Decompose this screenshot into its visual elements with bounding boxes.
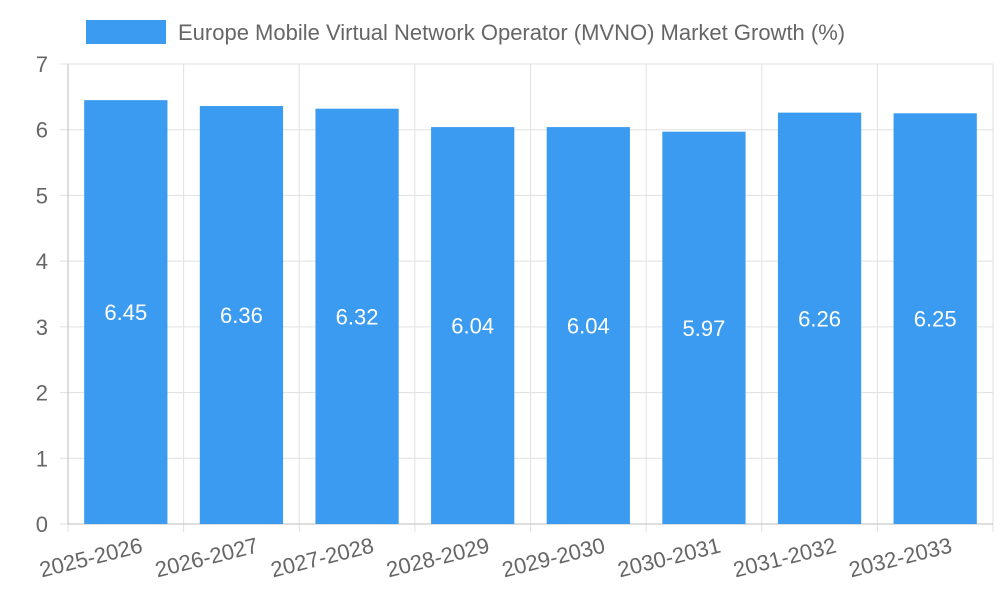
y-tick-label: 1 (36, 446, 48, 471)
bar-2027-2028[interactable] (315, 108, 399, 524)
bars: 6.45 6.36 6.32 6.04 6.04 5.97 6.26 6.25 (84, 100, 977, 525)
bar-value-label: 6.36 (220, 303, 263, 328)
bar-value-label: 6.26 (798, 306, 841, 331)
bar-value-label: 6.45 (104, 300, 147, 325)
x-tick-label: 2028-2029 (384, 533, 492, 583)
bar-2026-2027[interactable] (199, 106, 284, 525)
legend-label: Europe Mobile Virtual Network Operator (… (178, 20, 845, 45)
x-tick-label: 2030-2031 (615, 533, 723, 583)
bar-2028-2029[interactable] (431, 127, 515, 524)
bar-value-label: 6.04 (567, 314, 610, 339)
y-tick-label: 0 (36, 512, 48, 537)
legend-swatch (86, 20, 166, 44)
x-tick-label: 2027-2028 (268, 533, 376, 583)
bar-value-label: 6.32 (336, 304, 379, 329)
x-tick-label: 2032-2033 (846, 533, 954, 583)
y-tick-label: 3 (36, 315, 48, 340)
y-tick-label: 7 (36, 52, 48, 77)
y-tick-label: 6 (36, 118, 48, 143)
bar-2032-2033[interactable] (893, 113, 977, 525)
y-tick-label: 4 (36, 249, 48, 274)
bar-value-label: 6.25 (914, 307, 957, 332)
x-axis-ticks: 2025-2026 2026-2027 2027-2028 2028-2029 2029… (37, 533, 955, 583)
y-axis-ticks: 0 1 2 3 4 5 6 7 (36, 52, 48, 537)
bar-2030-2031[interactable] (662, 131, 746, 524)
bar-value-label: 6.04 (451, 314, 494, 339)
x-tick-label: 2029-2030 (499, 533, 607, 583)
x-tick-label: 2026-2027 (153, 533, 261, 583)
y-tick-label: 2 (36, 381, 48, 406)
bar-2031-2032[interactable] (777, 112, 862, 524)
x-tick-label: 2025-2026 (37, 533, 145, 583)
bar-2029-2030[interactable] (546, 127, 630, 524)
y-tick-label: 5 (36, 183, 48, 208)
bar-2025-2026[interactable] (84, 100, 168, 525)
bar-value-label: 5.97 (683, 316, 726, 341)
x-tick-label: 2031-2032 (731, 533, 839, 583)
legend[interactable]: Europe Mobile Virtual Network Operator (… (86, 20, 845, 45)
